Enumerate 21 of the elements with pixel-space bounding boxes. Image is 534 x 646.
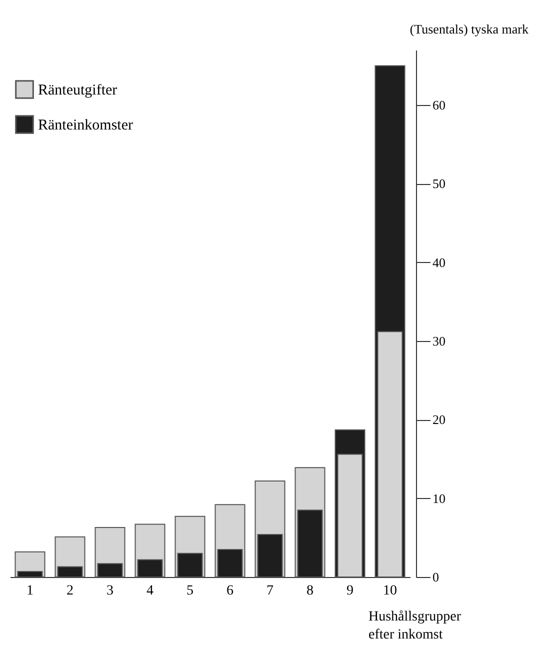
y-tick-label: 30 — [432, 334, 446, 349]
x-tick-label: 3 — [106, 584, 114, 598]
x-axis-title: Hushållsgrupper efter inkomst — [368, 610, 462, 642]
x-tick-label: 5 — [186, 584, 194, 598]
y-tick-label: 10 — [432, 490, 446, 506]
y-tick-label: 20 — [432, 412, 446, 428]
y-tick-label: 40 — [432, 254, 446, 270]
legend-label: Ränteinkomster — [38, 118, 133, 134]
x-tick-label: 10 — [383, 584, 397, 598]
legend-label: Ränteutgifter — [38, 82, 118, 98]
y-tick-label: 50 — [432, 176, 446, 192]
y-tick-label: 0 — [432, 570, 439, 584]
y-tick-label: 60 — [432, 98, 446, 113]
y-axis-title: (Tusentals) tyska mark — [410, 22, 529, 36]
x-tick-label: 7 — [266, 584, 274, 598]
x-tick-label: 9 — [346, 584, 354, 598]
x-tick-label: 2 — [66, 584, 74, 598]
x-tick-label: 8 — [306, 584, 314, 598]
x-tick-label: 4 — [146, 584, 154, 598]
x-tick-label: 1 — [26, 584, 34, 598]
x-tick-label: 6 — [226, 584, 234, 598]
